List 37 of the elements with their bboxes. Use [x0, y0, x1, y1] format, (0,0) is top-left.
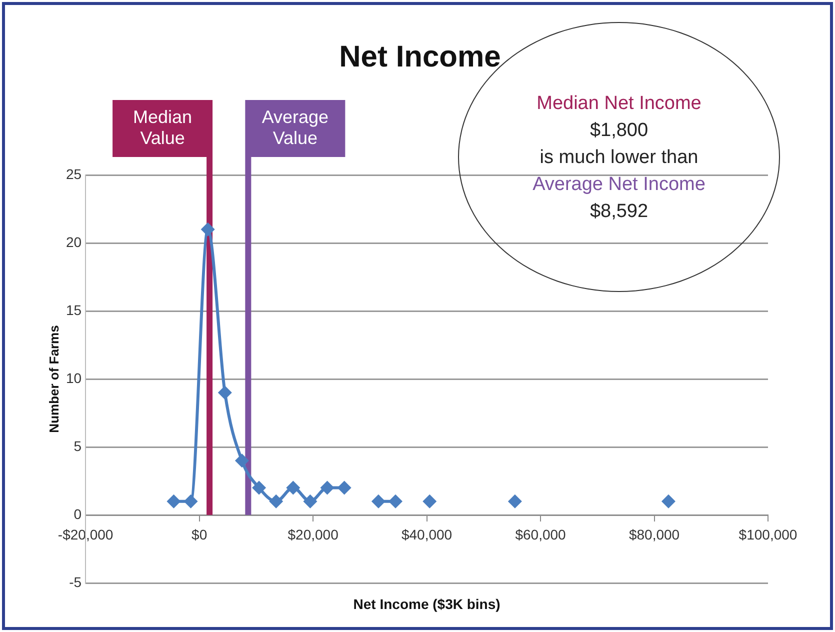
- point: [252, 480, 266, 495]
- x-tick-label: $40,000: [401, 526, 452, 542]
- y-tick-label: 25: [66, 166, 82, 182]
- x-tick-label: $60,000: [515, 526, 566, 542]
- point: [661, 494, 676, 508]
- x-axis-title: Net Income ($3K bins): [353, 596, 500, 612]
- point: [234, 454, 249, 468]
- point: [184, 494, 198, 508]
- chart-title: Net Income: [339, 40, 501, 74]
- ref-line-label: Median Value: [133, 106, 192, 148]
- y-tick-label: 10: [66, 370, 82, 386]
- ref-line-label: Average Value: [262, 106, 329, 148]
- point: [303, 494, 318, 508]
- point: [166, 494, 181, 508]
- point: [337, 480, 352, 495]
- x-tick-label: $20,000: [288, 526, 339, 542]
- x-tick-label: $100,000: [738, 526, 798, 542]
- point: [200, 222, 215, 236]
- x-tick-label: $0: [192, 526, 208, 542]
- y-tick-label: 20: [66, 234, 82, 250]
- y-tick-label: -5: [69, 574, 82, 590]
- point: [269, 494, 284, 508]
- y-tick-label: 15: [66, 302, 82, 318]
- y-tick-label: 5: [74, 438, 82, 454]
- y-tick-label: 0: [74, 506, 82, 522]
- point: [286, 480, 300, 495]
- point: [320, 480, 334, 495]
- y-axis-title: Number of Farms: [46, 325, 62, 433]
- x-tick-label: $80,000: [628, 526, 680, 542]
- point: [218, 386, 232, 400]
- point: [388, 494, 403, 508]
- annotation: Average Net Income: [532, 172, 706, 196]
- point: [371, 494, 386, 508]
- x-tick-label: -$20,000: [58, 526, 114, 542]
- point: [508, 494, 522, 508]
- point: [422, 494, 437, 508]
- annotation: $8,592: [590, 200, 648, 224]
